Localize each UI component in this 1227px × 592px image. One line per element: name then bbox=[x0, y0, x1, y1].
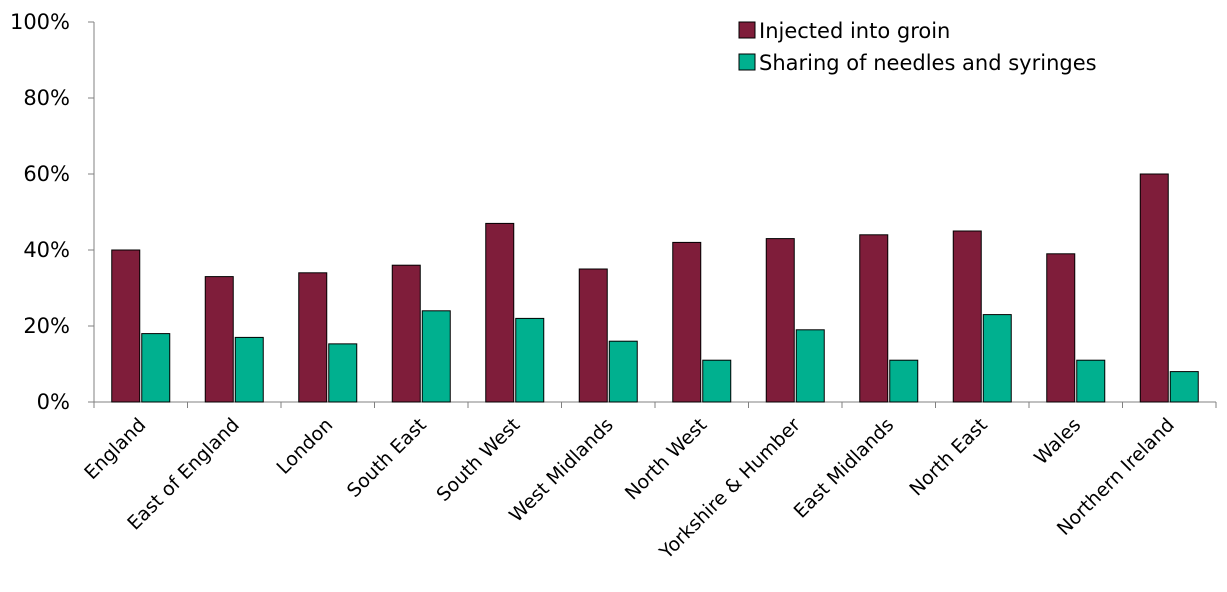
x-category-label: East Midlands bbox=[790, 414, 899, 523]
bar-injected bbox=[111, 249, 141, 403]
bar-injected bbox=[765, 238, 795, 403]
x-category-label: North West bbox=[621, 414, 711, 504]
bar-sharing bbox=[328, 343, 358, 403]
bar-sharing bbox=[795, 329, 825, 403]
bar-sharing bbox=[234, 336, 264, 403]
bar-injected bbox=[391, 264, 421, 403]
bar-injected bbox=[204, 276, 234, 403]
bar-injected bbox=[298, 272, 328, 403]
bar-sharing bbox=[421, 310, 451, 403]
x-category-label: Wales bbox=[1030, 414, 1085, 469]
bar-injected bbox=[1139, 173, 1169, 403]
legend: Injected into groin Sharing of needles a… bbox=[738, 19, 1097, 75]
legend-swatch-injected bbox=[738, 21, 756, 39]
bar-sharing bbox=[1169, 371, 1199, 403]
bar-sharing bbox=[141, 333, 171, 403]
y-tick-label: 40% bbox=[23, 238, 70, 262]
x-category-label: South East bbox=[343, 414, 431, 502]
legend-label-injected: Injected into groin bbox=[759, 19, 950, 43]
bar-sharing bbox=[515, 317, 545, 403]
bar-injected bbox=[859, 234, 889, 403]
bar-injected bbox=[952, 230, 982, 403]
y-tick-label: 0% bbox=[37, 390, 70, 414]
x-category-label: North East bbox=[905, 414, 991, 500]
bar-injected bbox=[485, 222, 515, 403]
bar-sharing bbox=[702, 359, 732, 403]
bar-sharing bbox=[1076, 359, 1106, 403]
x-category-label: England bbox=[80, 414, 150, 484]
y-tick-label: 80% bbox=[23, 86, 70, 110]
bar-sharing bbox=[608, 340, 638, 403]
bar-injected bbox=[672, 241, 702, 403]
bar-sharing bbox=[889, 359, 919, 403]
x-category-label: South West bbox=[432, 414, 524, 506]
bar-sharing bbox=[982, 314, 1012, 403]
bars bbox=[111, 173, 1199, 403]
bar-injected bbox=[578, 268, 608, 403]
legend-swatch-sharing bbox=[738, 53, 756, 71]
bar-injected bbox=[1046, 253, 1076, 403]
legend-label-sharing: Sharing of needles and syringes bbox=[759, 51, 1097, 75]
y-tick-label: 20% bbox=[23, 314, 70, 338]
y-tick-label: 100% bbox=[10, 10, 70, 34]
y-tick-label: 60% bbox=[23, 162, 70, 186]
x-category-label: London bbox=[272, 414, 337, 479]
